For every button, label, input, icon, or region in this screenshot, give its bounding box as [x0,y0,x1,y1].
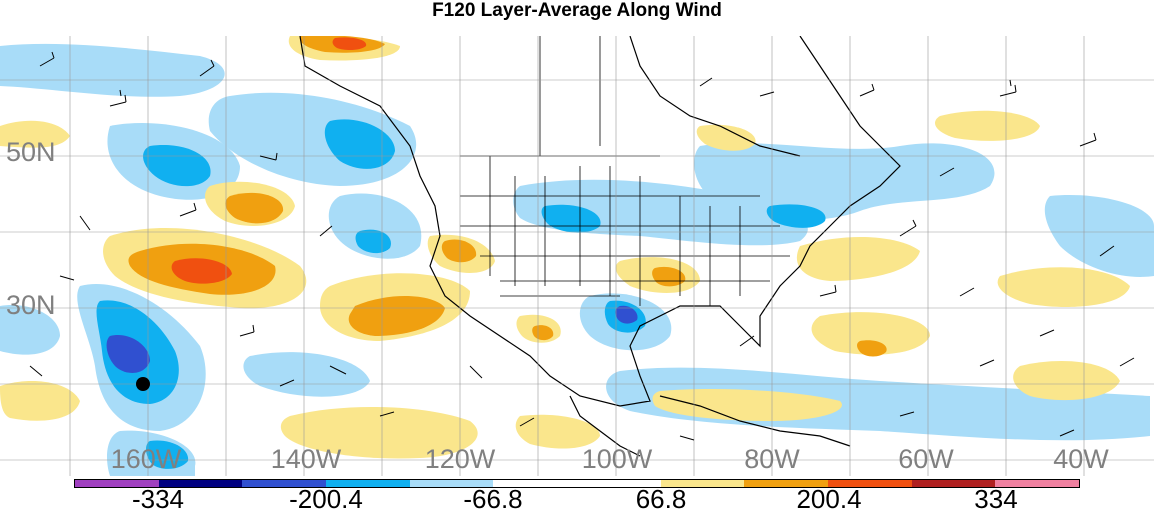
colorbar-segment [242,480,327,487]
lon-label-60w: 60W [898,444,954,474]
colorbar-segment [409,480,494,487]
colorbar-segment [911,480,996,487]
lon-label-80w: 80W [744,444,800,474]
colorbar-segment [493,480,578,487]
lon-label-140w: 140W [270,444,342,474]
map-plot [0,36,1154,476]
chart-title: F120 Layer-Average Along Wind [432,0,722,21]
colorbar-segment [995,480,1080,487]
coastlines [299,36,901,457]
colorbar-label-pos66: 66.8 [635,484,687,514]
very-strong-negative-regions [106,305,638,373]
colorbar-segment [326,480,410,487]
colorbar-label-pos334: 334 [974,484,1018,514]
gridlines [0,36,1154,476]
lat-label-50n: 50N [6,137,56,167]
colorbar-segment [660,480,745,487]
colorbar-segment [744,480,829,487]
colorbar-label-neg334: -334 [131,484,185,514]
colorbar-label-pos200: 200.4 [796,484,862,514]
lon-label-40w: 40W [1053,444,1109,474]
location-marker [136,377,150,391]
lon-label-100w: 100W [581,444,653,474]
lat-label-30n: 30N [6,290,56,320]
lon-label-160w: 160W [110,444,182,474]
colorbar-segment [158,480,243,487]
lon-label-120w: 120W [424,444,496,474]
wind-barbs [29,51,1135,441]
colorbar-segment [75,480,159,487]
colorbar-segment [828,480,912,487]
colorbar-label-neg66: -66.8 [463,484,523,514]
colorbar [74,479,1080,488]
colorbar-label-neg200: -200.4 [289,484,363,514]
very-strong-positive-regions [171,37,367,284]
colorbar-segment [577,480,661,487]
